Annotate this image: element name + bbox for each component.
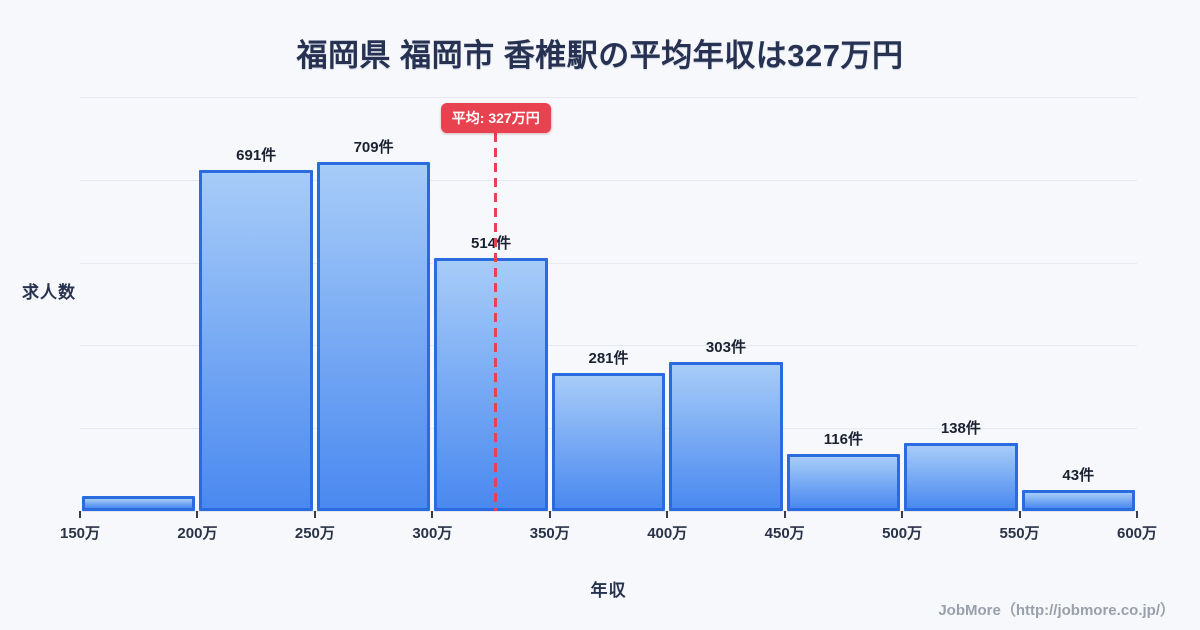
x-axis-tick: [313, 511, 316, 518]
histogram-bar: [82, 496, 196, 511]
bar-count-label: 303件: [705, 338, 746, 356]
x-tick-label: 250万: [294, 525, 335, 542]
x-tick-label: 300万: [412, 525, 453, 542]
chart-title: 福岡県 福岡市 香椎駅の平均年収は327万円: [296, 38, 904, 73]
bar-count-label: 691件: [236, 147, 277, 165]
bar-count-label: 281件: [588, 349, 629, 367]
histogram-bar: [669, 361, 783, 511]
histogram-bar: [316, 161, 431, 511]
x-axis-tick: [783, 511, 786, 518]
bar-count-label: 138件: [940, 419, 981, 437]
histogram-bar: [1021, 489, 1135, 511]
histogram-bar: [786, 453, 901, 511]
x-tick-label: 200万: [177, 525, 218, 542]
histogram-bar: [551, 372, 666, 511]
x-tick-label: 350万: [529, 525, 570, 542]
grid-line: [80, 511, 1137, 512]
bar-count-label: 709件: [353, 138, 394, 156]
x-axis-tick: [1018, 511, 1021, 518]
histogram-bar: [434, 257, 548, 511]
average-badge: 平均: 327万円: [440, 103, 551, 133]
x-axis-tick: [1136, 511, 1138, 518]
grid-line: [80, 97, 1137, 98]
x-axis-tick: [548, 511, 551, 518]
x-tick-label: 600万: [1116, 525, 1158, 542]
x-tick-label: 450万: [764, 525, 805, 542]
average-line: [494, 133, 498, 511]
x-axis-tick: [79, 511, 81, 518]
x-tick-label: 500万: [882, 525, 923, 542]
bar-count-label: 116件: [823, 430, 863, 448]
x-axis-label: 年収: [590, 581, 627, 600]
grid-line: [80, 262, 1137, 264]
histogram-bar: [199, 170, 313, 511]
histogram-bar: [904, 442, 1018, 511]
grid-line: [80, 345, 1137, 347]
grid-line: [80, 179, 1137, 181]
x-tick-label: 150万: [59, 525, 101, 542]
x-axis-tick: [196, 511, 199, 518]
x-axis-tick: [666, 511, 669, 518]
footer-credit: JobMore（http://jobmore.co.jp/）: [938, 602, 1175, 619]
bar-count-label: 514件: [471, 234, 512, 252]
x-axis-tick: [901, 511, 904, 518]
y-axis-label: 求人数: [22, 283, 76, 302]
x-tick-label: 550万: [999, 525, 1040, 542]
bar-count-label: 43件: [1062, 466, 1095, 484]
x-axis-tick: [431, 511, 434, 518]
x-tick-label: 400万: [647, 525, 688, 542]
